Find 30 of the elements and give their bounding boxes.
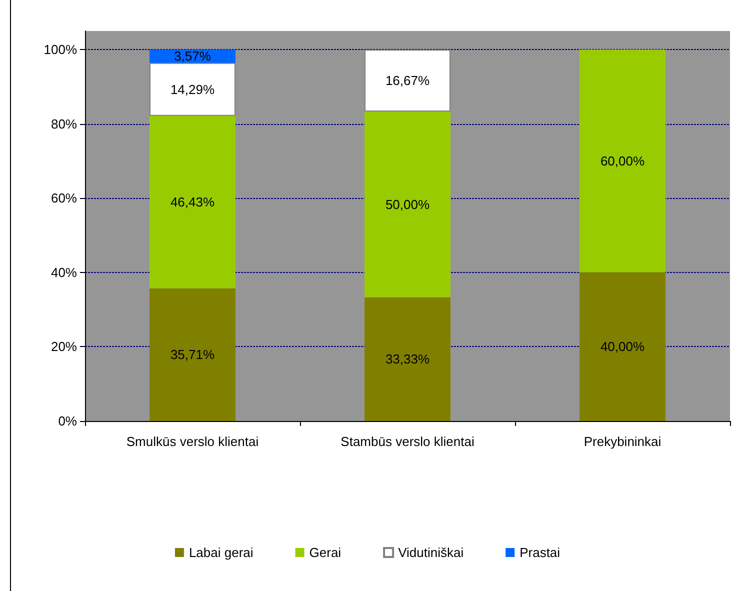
bar — [150, 116, 236, 288]
data-label: 14,29% — [170, 82, 215, 97]
bar — [364, 297, 450, 421]
bar — [580, 272, 666, 421]
data-label: 16,67% — [385, 73, 430, 88]
bar — [150, 288, 236, 421]
bar — [364, 111, 450, 298]
x-tick-label: Prekybininkai — [584, 434, 662, 449]
legend-label: Gerai — [309, 545, 342, 560]
data-label: 33,33% — [385, 352, 430, 367]
x-tick-label: Stambūs verslo klientai — [340, 434, 474, 449]
data-label: 50,00% — [385, 196, 430, 212]
data-label: 46,43% — [170, 194, 215, 210]
data-label: 3,57% — [174, 48, 212, 64]
y-tick-label: 80% — [50, 116, 78, 132]
legend-label: Labai gerai — [188, 545, 254, 560]
legend-label: Prastai — [520, 545, 560, 560]
y-tick-label: 0% — [58, 414, 78, 428]
data-label: 40,00% — [600, 339, 645, 354]
y-tick-label: 20% — [50, 339, 78, 354]
bar — [150, 62, 236, 116]
y-tick-label: 60% — [50, 190, 78, 206]
x-tick-label: Smulkūs verslo klientai — [126, 434, 259, 449]
legend-label: Vidutiniškai — [398, 545, 464, 560]
y-tick-label: 40% — [50, 264, 78, 280]
y-tick-label: 100% — [44, 42, 78, 58]
bar — [364, 50, 450, 112]
data-label: 35,71% — [170, 347, 215, 362]
bar — [580, 50, 666, 272]
data-label: 60,00% — [600, 154, 645, 168]
